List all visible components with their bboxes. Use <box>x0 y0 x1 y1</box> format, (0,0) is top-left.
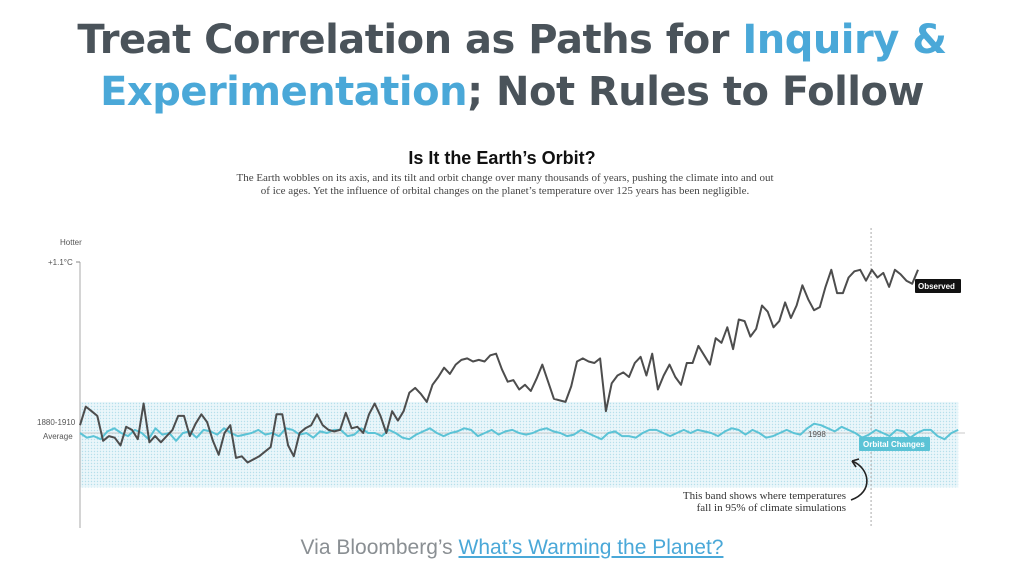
observed-tag-bg <box>915 279 961 293</box>
title-part-2: ; Not Rules to Follow <box>467 69 924 115</box>
y-tick-label: +1.1°C <box>48 258 73 267</box>
baseline-label-2: Average <box>43 432 73 441</box>
year-1998-label: 1998 <box>808 430 826 439</box>
footer-credit: Via Bloomberg’s What’s Warming the Plane… <box>0 536 1024 560</box>
title-part-1: Treat Correlation as Paths for <box>77 17 743 63</box>
title-highlight-2: Experimentation <box>100 69 468 115</box>
observed-tag: Observed <box>915 279 961 293</box>
orbital-tag-bg <box>859 437 930 451</box>
title-highlight-1: Inquiry & <box>742 17 947 63</box>
slide-title: Treat Correlation as Paths for Inquiry &… <box>0 14 1024 118</box>
band-annotation-arrowhead <box>851 458 860 468</box>
band-annotation-line-1: This band shows where temperatures <box>683 490 846 502</box>
baseline-label-1: 1880-1910 <box>37 418 76 427</box>
chart-subtitle-line-1: The Earth wobbles on its axis, and its t… <box>236 172 774 184</box>
series-line-observed <box>79 268 919 464</box>
orbital-tag: Orbital Changes <box>859 437 930 451</box>
band-annotation-arrow <box>850 460 868 501</box>
orbital-tag-label: Orbital Changes <box>863 440 925 449</box>
observed-tag-label: Observed <box>918 282 955 291</box>
simulation-band <box>80 401 959 488</box>
band-annotation-line-2: fall in 95% of climate simulations <box>697 502 846 514</box>
chart-subtitle: The Earth wobbles on its axis, and its t… <box>222 172 788 198</box>
chart-title: Is It the Earth’s Orbit? <box>408 148 596 168</box>
y-top-label: Hotter <box>60 238 82 247</box>
chart-subtitle-line-2: of ice ages. Yet the influence of orbita… <box>260 185 750 197</box>
simulation-band-area <box>80 401 959 488</box>
footer-link[interactable]: What’s Warming the Planet? <box>458 536 724 559</box>
footer-prefix: Via Bloomberg’s <box>300 536 459 559</box>
